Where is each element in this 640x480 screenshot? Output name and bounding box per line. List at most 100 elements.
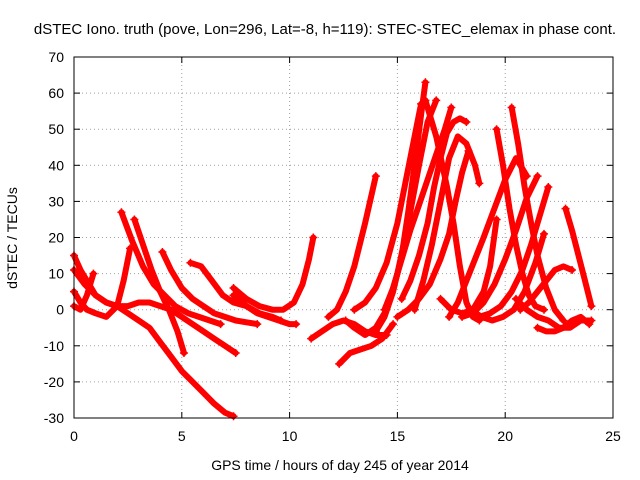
series-arc-4-marker	[89, 269, 98, 278]
series-arc-18-marker	[397, 294, 406, 303]
y-tick-label: -10	[44, 338, 64, 354]
series-arc-16-marker	[421, 78, 430, 87]
series-arc-31	[562, 205, 595, 310]
series-arc-32-marker	[568, 265, 577, 274]
y-axis-ticks: -30 -20 -10 0 10 20 30 40 50 60 70	[44, 49, 613, 426]
series-arc-7-marker	[253, 320, 262, 329]
series-arc-24-marker	[533, 172, 542, 181]
series-arc-28-marker	[544, 182, 553, 191]
series-arc-25-marker	[492, 125, 501, 134]
y-tick-label: 40	[48, 157, 64, 173]
series-arc-9	[230, 234, 317, 313]
series-arc-10-marker	[229, 291, 238, 300]
chart-title: dSTEC Iono. truth (pove, Lon=296, Lat=-8…	[34, 21, 616, 38]
series-arc-18-marker	[462, 117, 471, 126]
y-tick-label: -30	[44, 410, 64, 426]
data-series	[70, 78, 596, 421]
series-arc-14-marker	[341, 316, 350, 325]
series-arc-31-marker	[587, 302, 596, 311]
series-arc-5	[118, 209, 224, 328]
x-axis-ticks: 0 5 10 15 20 25	[70, 57, 621, 444]
series-arc-28	[476, 184, 552, 320]
x-tick-label: 10	[282, 428, 298, 444]
series-arc-14-marker	[432, 96, 441, 105]
series-arc-25-marker	[540, 305, 549, 314]
y-tick-label: -20	[44, 374, 64, 390]
series-arc-10-marker	[292, 320, 301, 329]
series-arc-23-marker	[445, 312, 454, 321]
plot-frame	[73, 56, 614, 419]
series-arc-20-marker	[393, 312, 402, 321]
series-arc-9-marker	[229, 284, 238, 293]
y-axis-label: dSTEC / TECUs	[4, 187, 20, 289]
grid-lines	[74, 57, 613, 418]
series-arc-17-marker	[447, 103, 456, 112]
series-arc-19-marker	[475, 179, 484, 188]
series-arc-29-marker	[511, 294, 520, 303]
series-arc-6-marker	[179, 349, 188, 358]
series-arc-9-marker	[309, 233, 318, 242]
series-arc-15-marker	[350, 305, 359, 314]
series-arc-24-marker	[458, 312, 467, 321]
series-arc-2-marker	[231, 349, 240, 358]
series-arc-22-marker	[492, 215, 501, 224]
x-tick-label: 0	[70, 428, 78, 444]
series-arc-32-marker	[516, 305, 525, 314]
x-axis-label: GPS time / hours of day 245 of year 2014	[211, 457, 469, 473]
series-arc-17	[381, 104, 455, 313]
series-arc-20	[394, 147, 472, 320]
series-arc-28-marker	[475, 312, 484, 321]
series-arc-29	[513, 295, 595, 331]
series-arc-30	[534, 313, 593, 335]
series-arc-22-marker	[436, 294, 445, 303]
series-arc-2	[71, 267, 239, 356]
series-arc-30-marker	[533, 323, 542, 332]
x-tick-label: 5	[178, 428, 186, 444]
series-arc-27-marker	[466, 305, 475, 314]
x-tick-label: 15	[390, 428, 406, 444]
series-arc-5-marker	[216, 320, 225, 329]
series-arc-12-marker	[324, 312, 333, 321]
series-arc-25	[493, 126, 547, 313]
y-tick-label: 10	[48, 266, 64, 282]
y-tick-label: 30	[48, 193, 64, 209]
series-arc-21-marker	[421, 96, 430, 105]
series-arc-19	[411, 133, 483, 313]
series-arc-13	[336, 321, 397, 367]
series-arc-7-marker	[158, 247, 167, 256]
series-arc-17-marker	[380, 305, 389, 314]
series-arc-6	[131, 216, 187, 356]
y-tick-label: 70	[48, 49, 64, 65]
series-arc-1-marker	[229, 412, 238, 421]
series-arc-16	[372, 79, 429, 335]
series-arc-6-marker	[130, 215, 139, 224]
series-arc-10	[230, 292, 300, 328]
series-arc-20-marker	[464, 146, 473, 155]
series-arc-16-marker	[371, 327, 380, 336]
series-arc-30-marker	[585, 320, 594, 329]
series-arc-4	[71, 270, 97, 313]
series-arc-13-marker	[389, 320, 398, 329]
y-tick-label: 0	[56, 302, 64, 318]
x-tick-label: 20	[497, 428, 513, 444]
series-arc-32	[517, 263, 575, 313]
series-arc-26-marker	[507, 103, 516, 112]
series-arc-23	[446, 155, 530, 320]
series-arc-7	[159, 248, 261, 328]
series-arc-11-marker	[307, 334, 316, 343]
y-tick-label: 60	[48, 85, 64, 101]
series-arc-18	[398, 115, 470, 302]
series-arc-27-marker	[540, 229, 549, 238]
series-arc-5-marker	[117, 208, 126, 217]
series-arc-12-marker	[371, 172, 380, 181]
series-arc-21	[422, 97, 483, 324]
series-arc-31-marker	[561, 204, 570, 213]
series-arc-13-marker	[335, 359, 344, 368]
y-tick-label: 50	[48, 121, 64, 137]
y-tick-label: 20	[48, 230, 64, 246]
series-arc-15	[351, 100, 425, 313]
x-tick-label: 25	[605, 428, 621, 444]
series-arc-8-marker	[186, 258, 195, 267]
series-arc-12	[325, 173, 379, 320]
